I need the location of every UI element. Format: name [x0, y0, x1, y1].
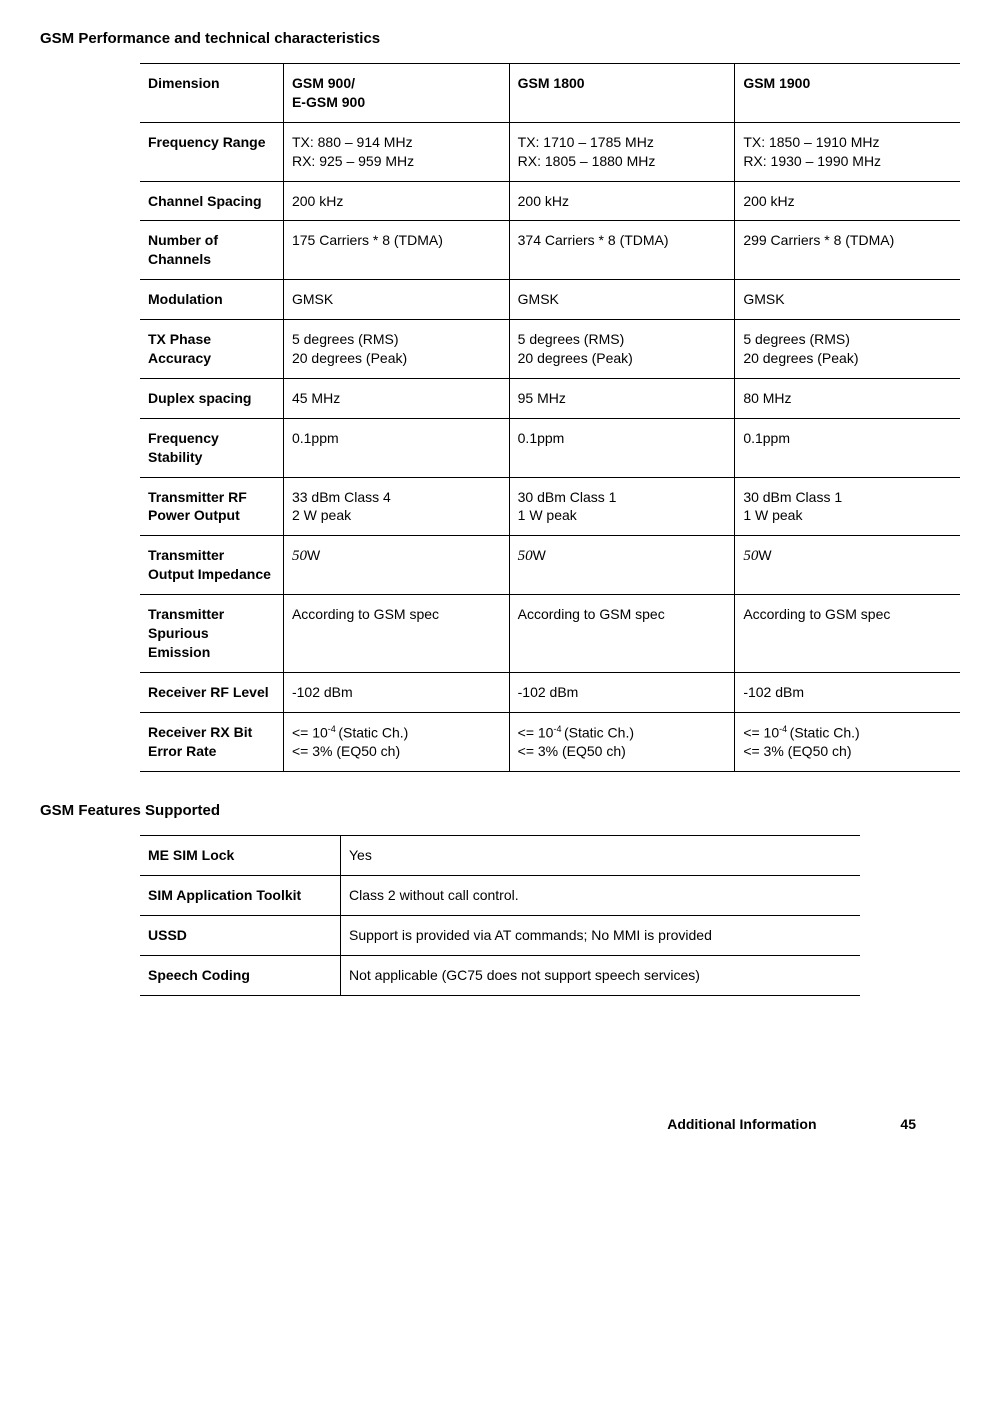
heading-features: GSM Features Supported	[40, 802, 956, 819]
cell: 200 kHz	[509, 181, 735, 221]
cell: <= 10-4 (Static Ch.)<= 3% (EQ50 ch)	[509, 712, 735, 771]
row-label: Frequency Range	[140, 122, 283, 181]
row-label: SIM Application Toolkit	[140, 876, 341, 916]
row-label: Speech Coding	[140, 955, 341, 995]
header-gsm1800: GSM 1800	[509, 64, 735, 123]
cell: 5 degrees (RMS)20 degrees (Peak)	[283, 320, 509, 379]
table-row: Frequency Stability0.1ppm0.1ppm0.1ppm	[140, 418, 960, 477]
table-row: Transmitter RF Power Output33 dBm Class …	[140, 477, 960, 536]
cell: 0.1ppm	[509, 418, 735, 477]
footer-chapter: Additional Information	[667, 1116, 816, 1132]
row-label: Channel Spacing	[140, 181, 283, 221]
table-row: Number of Channels175 Carriers * 8 (TDMA…	[140, 221, 960, 280]
table-row: Receiver RF Level-102 dBm-102 dBm-102 dB…	[140, 672, 960, 712]
cell: TX: 1850 – 1910 MHzRX: 1930 – 1990 MHz	[735, 122, 960, 181]
cell: -102 dBm	[735, 672, 960, 712]
cell: 30 dBm Class 11 W peak	[509, 477, 735, 536]
header-gsm1900: GSM 1900	[735, 64, 960, 123]
cell: 50W	[509, 536, 735, 595]
row-label: Transmitter Output Impedance	[140, 536, 283, 595]
row-label: Modulation	[140, 280, 283, 320]
row-label: USSD	[140, 915, 341, 955]
cell: GMSK	[283, 280, 509, 320]
cell: GMSK	[509, 280, 735, 320]
cell: 200 kHz	[283, 181, 509, 221]
page-footer: Additional Information 45	[40, 1116, 956, 1132]
cell: TX: 880 – 914 MHzRX: 925 – 959 MHz	[283, 122, 509, 181]
table-header-row: Dimension GSM 900/E-GSM 900 GSM 1800 GSM…	[140, 64, 960, 123]
row-label: ME SIM Lock	[140, 836, 341, 876]
table-row: Transmitter Output Impedance50W50W50W	[140, 536, 960, 595]
row-label: TX Phase Accuracy	[140, 320, 283, 379]
table-row: TX Phase Accuracy5 degrees (RMS)20 degre…	[140, 320, 960, 379]
cell: 175 Carriers * 8 (TDMA)	[283, 221, 509, 280]
cell: 0.1ppm	[283, 418, 509, 477]
cell: 5 degrees (RMS)20 degrees (Peak)	[509, 320, 735, 379]
cell: 5 degrees (RMS)20 degrees (Peak)	[735, 320, 960, 379]
cell: According to GSM spec	[283, 595, 509, 673]
features-table: ME SIM LockYesSIM Application ToolkitCla…	[140, 835, 860, 996]
footer-page-number: 45	[900, 1116, 916, 1132]
table-row: ME SIM LockYes	[140, 836, 860, 876]
table-row: Transmitter Spurious EmissionAccording t…	[140, 595, 960, 673]
cell: According to GSM spec	[735, 595, 960, 673]
cell: 30 dBm Class 11 W peak	[735, 477, 960, 536]
table-row: SIM Application ToolkitClass 2 without c…	[140, 876, 860, 916]
cell: Support is provided via AT commands; No …	[341, 915, 861, 955]
row-label: Frequency Stability	[140, 418, 283, 477]
cell: Not applicable (GC75 does not support sp…	[341, 955, 861, 995]
row-label: Receiver RX Bit Error Rate	[140, 712, 283, 771]
perf-table: Dimension GSM 900/E-GSM 900 GSM 1800 GSM…	[140, 63, 960, 772]
cell: 200 kHz	[735, 181, 960, 221]
cell: -102 dBm	[283, 672, 509, 712]
cell: <= 10-4 (Static Ch.)<= 3% (EQ50 ch)	[283, 712, 509, 771]
cell: Yes	[341, 836, 861, 876]
cell: 374 Carriers * 8 (TDMA)	[509, 221, 735, 280]
row-label: Transmitter RF Power Output	[140, 477, 283, 536]
cell: 45 MHz	[283, 378, 509, 418]
cell: According to GSM spec	[509, 595, 735, 673]
cell: Class 2 without call control.	[341, 876, 861, 916]
cell: 95 MHz	[509, 378, 735, 418]
header-gsm900: GSM 900/E-GSM 900	[283, 64, 509, 123]
table-row: ModulationGMSKGMSKGMSK	[140, 280, 960, 320]
table-row: Speech CodingNot applicable (GC75 does n…	[140, 955, 860, 995]
cell: <= 10-4 (Static Ch.)<= 3% (EQ50 ch)	[735, 712, 960, 771]
row-label: Receiver RF Level	[140, 672, 283, 712]
table-row: Frequency RangeTX: 880 – 914 MHzRX: 925 …	[140, 122, 960, 181]
cell: 50W	[283, 536, 509, 595]
table-row: Receiver RX Bit Error Rate<= 10-4 (Stati…	[140, 712, 960, 771]
table-row: USSDSupport is provided via AT commands;…	[140, 915, 860, 955]
cell: TX: 1710 – 1785 MHzRX: 1805 – 1880 MHz	[509, 122, 735, 181]
row-label: Duplex spacing	[140, 378, 283, 418]
cell: 299 Carriers * 8 (TDMA)	[735, 221, 960, 280]
header-dimension: Dimension	[140, 64, 283, 123]
cell: 50W	[735, 536, 960, 595]
cell: 80 MHz	[735, 378, 960, 418]
cell: 0.1ppm	[735, 418, 960, 477]
table-row: Channel Spacing200 kHz200 kHz200 kHz	[140, 181, 960, 221]
table-row: Duplex spacing45 MHz95 MHz80 MHz	[140, 378, 960, 418]
row-label: Transmitter Spurious Emission	[140, 595, 283, 673]
cell: -102 dBm	[509, 672, 735, 712]
cell: 33 dBm Class 42 W peak	[283, 477, 509, 536]
row-label: Number of Channels	[140, 221, 283, 280]
heading-perf: GSM Performance and technical characteri…	[40, 30, 956, 47]
cell: GMSK	[735, 280, 960, 320]
